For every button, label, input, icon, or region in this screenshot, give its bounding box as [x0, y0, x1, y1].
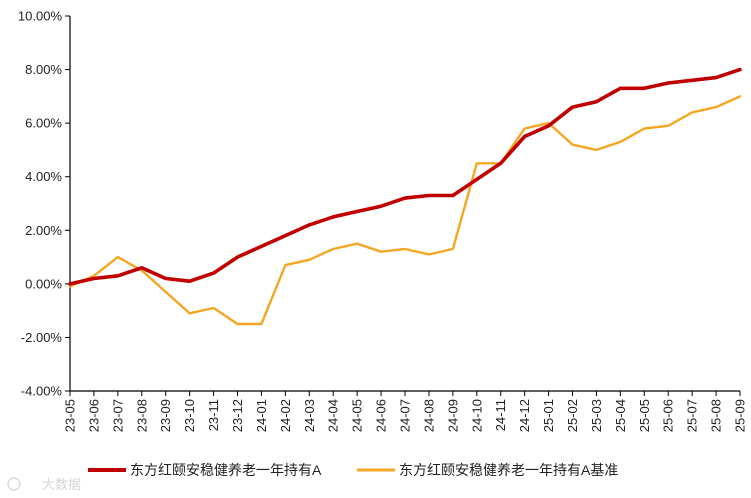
legend-label-1: 东方红颐安稳健养老一年持有A基准: [399, 462, 618, 478]
x-tick-label: 23-08: [134, 399, 149, 432]
x-tick-label: 24-03: [302, 399, 317, 432]
y-tick-label: -2.00%: [21, 330, 63, 345]
y-tick-label: 10.00%: [18, 9, 63, 24]
x-tick-label: 25-06: [661, 399, 676, 432]
x-tick-label: 23-12: [230, 399, 245, 432]
y-tick-label: 6.00%: [25, 116, 62, 131]
x-tick-label: 23-10: [182, 399, 197, 432]
x-tick-label: 23-07: [110, 399, 125, 432]
x-tick-label: 24-01: [254, 399, 269, 432]
x-tick-label: 25-03: [589, 399, 604, 432]
series-line-1: [68, 95, 742, 326]
x-tick-label: 25-01: [541, 399, 556, 432]
x-tick-label: 23-09: [158, 399, 173, 432]
x-tick-label: 25-07: [685, 399, 700, 432]
x-tick-label: 24-07: [398, 399, 413, 432]
x-tick-label: 23-06: [86, 399, 101, 432]
y-tick-label: 8.00%: [25, 62, 62, 77]
y-tick-label: -4.00%: [21, 384, 63, 399]
watermark-text: 大数据: [42, 478, 81, 493]
watermark-logo-icon: [7, 477, 21, 491]
x-tick-label: 24-12: [517, 399, 532, 432]
x-tick-label: 25-09: [733, 399, 748, 432]
x-tick-label: 24-04: [326, 399, 341, 432]
legend: 东方红颐安稳健养老一年持有A 东方红颐安稳健养老一年持有A基准: [88, 462, 618, 478]
x-tick-label: 24-08: [421, 399, 436, 432]
y-axis: -4.00% -2.00% 0.00% 2.00% 4.00% 6.00% 8.00% 10.…: [18, 9, 71, 399]
x-tick-label: 24-06: [374, 399, 389, 432]
x-axis: 23-05 23-06 23-07 23-08 23-09 23-10 23-11 23-12…: [63, 390, 748, 432]
series-line-0: [68, 67, 742, 286]
legend-label-0: 东方红颐安稳健养老一年持有A: [130, 462, 322, 478]
series-layer: [68, 67, 742, 326]
y-tick-label: 4.00%: [25, 169, 62, 184]
x-tick-label: 25-08: [709, 399, 724, 432]
x-tick-label: 24-11: [493, 399, 508, 431]
y-tick-label: 2.00%: [25, 223, 62, 238]
x-tick-label: 24-02: [278, 399, 293, 432]
x-tick-label: 24-10: [469, 399, 484, 432]
watermark: 大数据: [7, 477, 81, 493]
x-tick-label: 24-09: [445, 399, 460, 432]
x-tick-label: 25-04: [613, 399, 628, 432]
x-tick-label: 25-02: [565, 399, 580, 432]
y-tick-label: 0.00%: [25, 276, 62, 291]
x-tick-label: 24-05: [350, 399, 365, 432]
x-tick-label: 23-11: [206, 399, 221, 431]
x-tick-label: 25-05: [637, 399, 652, 432]
x-tick-label: 23-05: [63, 399, 78, 432]
